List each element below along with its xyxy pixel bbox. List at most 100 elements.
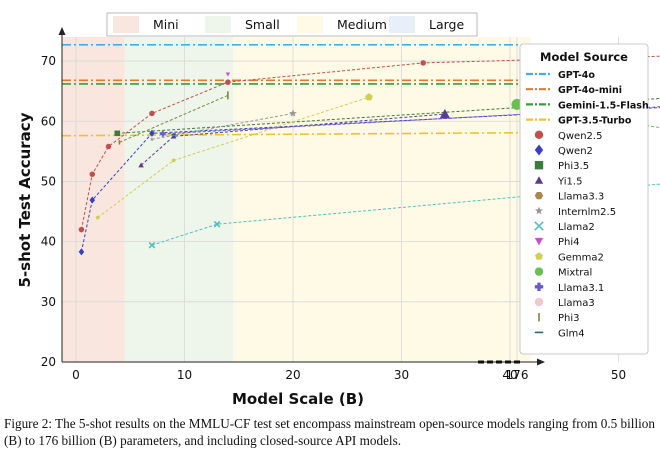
y-tick-label: 50 xyxy=(41,174,56,188)
data-point-phi3-5 xyxy=(114,130,120,137)
band-legend-label: Large xyxy=(429,17,464,32)
band-legend-swatch xyxy=(297,16,323,33)
data-point-gemma2 xyxy=(95,215,100,220)
data-point-internlm2-5 xyxy=(149,137,155,142)
data-point-qwen2 xyxy=(149,129,155,137)
data-point-qwen2-5 xyxy=(149,110,155,117)
legend-entry-label: Internlm2.5 xyxy=(558,207,616,218)
reference-line-gpt-3-5-turbo xyxy=(61,131,532,137)
legend-marker xyxy=(534,176,544,184)
data-point-qwen2-5 xyxy=(420,60,426,66)
series-phi3-5 xyxy=(114,97,660,137)
band-legend-swatch xyxy=(113,16,139,33)
x-tick-label: 50 xyxy=(611,368,626,382)
legend-marker xyxy=(535,252,543,260)
data-point-qwen2 xyxy=(78,248,85,256)
y-tick-label: 30 xyxy=(41,295,56,309)
y-tick-label: 60 xyxy=(41,114,56,128)
band-medium xyxy=(233,37,531,362)
data-point-llama3-1 xyxy=(160,131,166,137)
legend-entry-label: Llama3.3 xyxy=(558,192,604,203)
figure-caption: Figure 2: The 5-shot results on the MMLU… xyxy=(4,416,655,448)
legend-entry-label: Mixtral xyxy=(558,268,592,279)
legend-marker xyxy=(534,297,544,307)
x-tick-label: 30 xyxy=(394,368,409,382)
legend-entry-label: Gemini-1.5-Flash xyxy=(558,100,649,111)
series-line-internlm2-5 xyxy=(151,112,294,140)
legend-entry-label: Phi4 xyxy=(558,237,580,248)
legend-entry-label: GPT-4o-mini xyxy=(558,85,622,96)
series-phi4 xyxy=(225,72,231,77)
series-internlm2-5 xyxy=(149,109,297,142)
legend-entry-label: Qwen2.5 xyxy=(558,131,602,142)
legend-marker xyxy=(534,144,544,156)
legend-marker xyxy=(534,221,544,231)
tick-labels: 010203040506070176203040506070 xyxy=(41,54,626,382)
series-gemma2 xyxy=(95,93,373,220)
band-small xyxy=(124,37,234,362)
band-legend-swatch xyxy=(389,16,415,33)
band-legend-label: Small xyxy=(245,17,280,32)
legend-marker xyxy=(534,267,544,276)
series-phi3 xyxy=(118,91,229,145)
axes xyxy=(58,27,545,366)
legend-entry-label: GPT-3.5-Turbo xyxy=(558,116,632,127)
series-line-llama3-1 xyxy=(162,106,660,135)
y-tick-label: 40 xyxy=(41,235,56,249)
x-tick-label: 10 xyxy=(177,368,192,382)
legend-marker xyxy=(535,206,543,215)
data-point-qwen2-5 xyxy=(89,171,96,177)
legend-entry-label: Yi1.5 xyxy=(557,176,582,187)
data-point-internlm2-5 xyxy=(289,109,297,117)
band-legend-frame xyxy=(106,12,478,37)
legend-marker xyxy=(534,282,544,291)
legend-entry-label: Phi3 xyxy=(558,313,580,324)
x-axis-label: Model Scale (B) xyxy=(232,390,364,408)
data-point-llama2 xyxy=(148,241,156,249)
series-yi1-5 xyxy=(138,109,450,168)
y-axis-label: 5-shot Test Accuracy xyxy=(16,112,34,287)
series-qwen2 xyxy=(78,107,660,256)
legend-marker xyxy=(534,130,544,139)
x-tick-label: 0 xyxy=(72,368,80,382)
x-tick-label: 20 xyxy=(285,368,300,382)
scale-bands xyxy=(62,37,531,362)
legend-entry-label: Llama2 xyxy=(558,222,595,233)
x-tick-label: 40 xyxy=(502,368,517,382)
x-tick-label: 176 xyxy=(506,368,529,382)
series-line-phi3-5 xyxy=(117,97,660,134)
data-point-qwen2-5 xyxy=(78,226,85,233)
series-llama3-1 xyxy=(160,106,660,137)
reference-lines xyxy=(61,44,532,137)
band-legend-label: Mini xyxy=(153,17,179,32)
legend-entry-label: Phi3.5 xyxy=(558,161,589,172)
data-point-qwen2-5 xyxy=(225,79,231,85)
series-qwen2-5 xyxy=(78,55,660,233)
y-axis-arrow xyxy=(58,27,66,35)
data-point-yi1-5 xyxy=(439,109,450,119)
legend-entry-label: Llama3.1 xyxy=(558,283,604,294)
legend-frame xyxy=(519,43,649,355)
data-point-gemma2 xyxy=(171,158,176,163)
band-legend-swatch xyxy=(205,16,231,33)
data-point-yi1-5 xyxy=(170,133,177,139)
band-legend-label: Medium xyxy=(337,17,387,32)
series-line-qwen2 xyxy=(80,107,660,252)
legend-entry-label: Llama3 xyxy=(558,298,595,309)
legend-entry-label: GPT-4o xyxy=(558,70,595,81)
legend-marker xyxy=(534,191,544,200)
scale-band-legend: Mini Small Medium Large xyxy=(106,12,478,37)
legend-entry-label: Glm4 xyxy=(558,328,585,339)
legend-entry-label: Qwen2 xyxy=(558,146,593,157)
data-point-llama2 xyxy=(213,220,221,228)
data-point-yi1-5 xyxy=(138,162,144,168)
data-point-qwen2 xyxy=(89,196,96,204)
data-point-phi4 xyxy=(225,72,231,77)
model-source-legend: Model Source GPT-4o GPT-4o-mini Gemini-1.5-… xyxy=(519,43,649,355)
legend-marker xyxy=(534,237,544,246)
x-axis-arrow xyxy=(537,358,545,366)
legend-title: Model Source xyxy=(540,50,628,64)
y-tick-label: 20 xyxy=(41,355,56,369)
data-point-gemma2 xyxy=(365,93,373,101)
